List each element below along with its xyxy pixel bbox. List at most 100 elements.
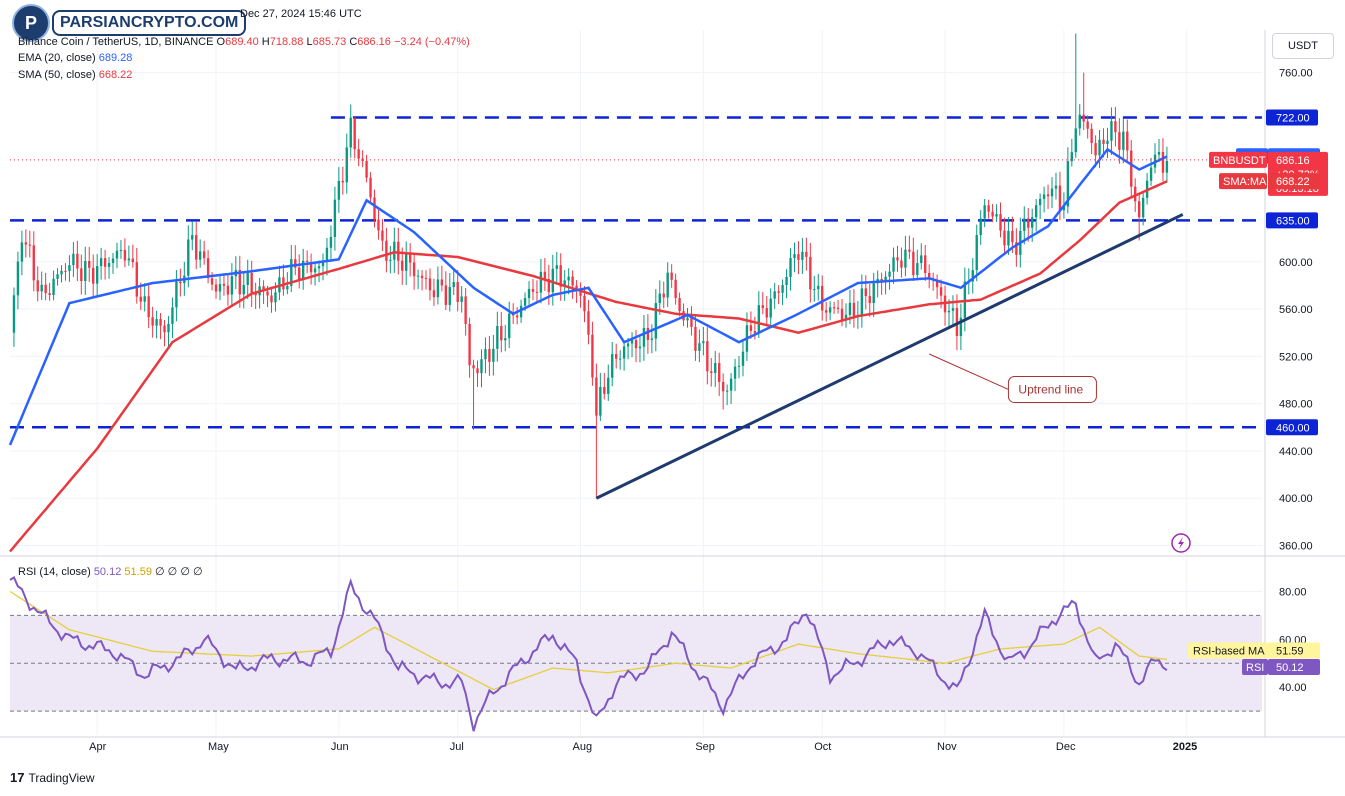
candle-body	[630, 339, 634, 344]
ohlc-close: 686.16	[357, 36, 391, 48]
ema-legend[interactable]: EMA (20, close) 689.28	[18, 51, 132, 65]
candle-2024-07-04	[468, 317, 471, 378]
ohlc-low: 685.73	[312, 36, 347, 48]
sma-legend[interactable]: SMA (50, close) 668.22	[18, 68, 132, 82]
candle-body	[670, 272, 673, 280]
candle-body	[955, 308, 959, 337]
candle-body	[345, 147, 348, 183]
candle-2024-07-16	[515, 307, 519, 325]
candle-body	[230, 276, 234, 295]
candle-body	[147, 296, 150, 318]
candle-2024-09-04	[714, 351, 717, 387]
candle-body	[753, 330, 757, 334]
brand-logo-text: PARSIANCRYPTO.COM	[52, 10, 247, 36]
candle-body	[385, 240, 388, 261]
candle-body	[1161, 151, 1165, 173]
currency-button[interactable]: USDT	[1272, 33, 1334, 59]
candle-body	[714, 363, 717, 373]
candle-body	[678, 298, 681, 312]
candle-body	[1102, 139, 1105, 144]
price-tick-480.00: 480.00	[1279, 399, 1313, 411]
candle-2024-03-29	[84, 246, 87, 295]
candle-body	[844, 314, 848, 320]
tradingview-footer[interactable]: 17 TradingView	[10, 770, 95, 785]
candle-body	[99, 258, 103, 267]
candle-body	[389, 259, 392, 261]
candle-2024-08-20	[654, 289, 657, 352]
rsi-ma-line	[9, 590, 1167, 691]
candle-2024-12-18	[1130, 140, 1133, 199]
candle-2024-07-30	[571, 270, 574, 299]
candle-body	[151, 317, 154, 326]
candle-body	[373, 197, 376, 220]
candle-body	[40, 284, 43, 292]
candle-2024-10-14	[872, 272, 875, 318]
candle-body	[832, 307, 836, 309]
symbol-price-text: 686.16	[1276, 155, 1310, 167]
candle-body	[88, 260, 91, 268]
rsi-value-badge	[1268, 658, 1320, 675]
candle-body	[757, 305, 761, 334]
uptrend-callout-label: Uptrend line	[1018, 382, 1083, 396]
rsi-ma-value-badge	[1268, 642, 1320, 659]
candle-2024-12-08	[1090, 123, 1093, 155]
candle-body	[64, 270, 67, 272]
candle-2024-03-27	[76, 240, 79, 282]
candle-body	[111, 258, 115, 264]
candle-2024-04-01	[95, 254, 99, 298]
uptrend-callout-box	[1007, 375, 1097, 403]
ohlc-open: 689.40	[225, 36, 259, 48]
candle-body	[690, 317, 693, 327]
candle-2024-09-28	[809, 242, 812, 303]
candle-2024-10-04	[832, 301, 836, 314]
candle-2024-09-18	[769, 288, 772, 327]
rsi-legend-empty-3: ∅	[180, 566, 190, 578]
candle-2024-08-26	[678, 292, 681, 317]
candle-2024-07-05	[472, 359, 475, 430]
rsi-legend-empty-4: ∅	[192, 566, 203, 578]
rsi-legend-label: RSI (14, close)	[18, 566, 91, 578]
symbol-legend[interactable]: Binance Coin / TetherUS, 1D, BINANCE O68…	[18, 35, 470, 49]
candle-body	[626, 343, 630, 347]
sma-legend-value: 668.22	[98, 69, 133, 81]
candle-body	[206, 258, 210, 279]
candle-2024-11-08	[971, 258, 974, 294]
rsi-legend[interactable]: RSI (14, close) 50.12 51.59 ∅ ∅ ∅ ∅	[18, 565, 203, 579]
candle-2024-10-23	[908, 235, 911, 260]
price-tick-400.00: 400.00	[1279, 493, 1313, 505]
candle-body	[884, 276, 887, 281]
candle-body	[222, 283, 226, 286]
candle-2024-09-20	[777, 285, 780, 305]
candle-body	[622, 346, 626, 359]
candle-2024-08-18	[646, 314, 650, 354]
symbol-name-badge-text: BNBUSDT	[1213, 155, 1266, 167]
candle-body	[1094, 143, 1097, 156]
rsi-tick-40.00: 40.00	[1279, 682, 1307, 694]
candle-2024-11-05	[959, 303, 963, 351]
candle-2024-10-21	[900, 247, 903, 278]
candle-2024-03-13	[20, 230, 24, 276]
candle-2024-05-09	[246, 259, 249, 300]
time-tick-Apr: Apr	[89, 741, 106, 753]
candle-body	[119, 250, 123, 252]
candle-2024-06-11	[377, 209, 380, 240]
candle-body	[28, 244, 31, 246]
candle-body	[353, 117, 356, 150]
candle-2024-12-14	[1114, 107, 1117, 147]
candle-2024-08-29	[690, 306, 693, 336]
candle-body	[725, 390, 729, 392]
candle-body	[1062, 206, 1066, 211]
candle-body	[56, 274, 59, 279]
candle-body	[436, 279, 440, 298]
candle-2024-10-01	[821, 275, 824, 321]
candle-2024-07-23	[543, 258, 547, 291]
time-tick-Sep: Sep	[695, 741, 715, 753]
candle-2024-08-05	[595, 363, 598, 499]
candle-body	[1054, 185, 1058, 189]
candle-body	[947, 310, 951, 313]
candle-2024-05-04	[226, 274, 230, 306]
candle-2024-03-12	[16, 251, 20, 310]
candle-body	[143, 296, 146, 302]
candle-2024-09-27	[805, 237, 808, 271]
